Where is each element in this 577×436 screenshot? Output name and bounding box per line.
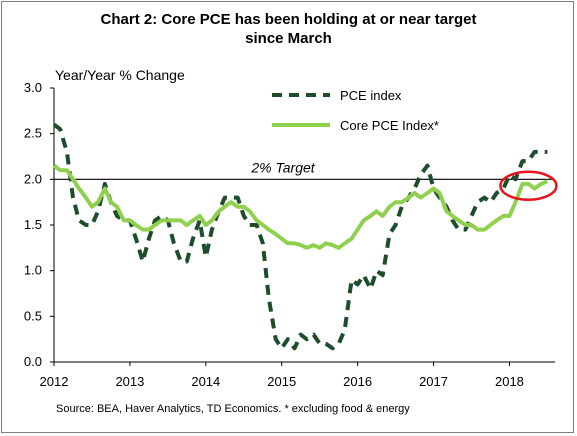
pce-data-point <box>91 224 94 227</box>
y-axis-label: Year/Year % Change <box>55 67 185 83</box>
pce-data-point <box>388 233 391 236</box>
pce-data-point <box>65 150 68 153</box>
highlight-ellipse <box>499 170 558 201</box>
legend-label-core-pce: Core PCE Index* <box>340 118 439 133</box>
x-tick-label: 2017 <box>419 374 448 389</box>
pce-data-point <box>362 274 365 277</box>
pce-data-point <box>267 297 270 300</box>
y-tick-label: 2.5 <box>24 126 42 141</box>
pce-data-point <box>540 150 543 153</box>
pce-data-point <box>229 196 232 199</box>
x-tick-label: 2016 <box>343 374 372 389</box>
y-tick-label: 3.0 <box>24 80 42 95</box>
x-tick-label: 2015 <box>267 374 296 389</box>
pce-data-point <box>343 329 346 332</box>
y-tick-label: 1.5 <box>24 217 42 232</box>
pce-data-point <box>141 260 144 263</box>
pce-series-line <box>52 122 548 351</box>
title-line-2: since March <box>245 30 332 47</box>
pce-data-point <box>489 201 492 204</box>
source-note: Source: BEA, Haver Analytics, TD Economi… <box>56 403 410 415</box>
x-tick-label: 2013 <box>115 374 144 389</box>
title-line-1: Chart 2: Core PCE has been holding at or… <box>100 11 477 28</box>
pce-data-point <box>179 260 182 263</box>
y-tick-label: 0.0 <box>24 354 42 369</box>
pce-data-point <box>204 256 207 259</box>
legend-label-pce: PCE index <box>340 88 402 103</box>
pce-data-point <box>369 287 372 290</box>
pce-data-point <box>527 160 530 163</box>
pce-data-point <box>457 228 460 231</box>
core-pce-series-line <box>52 164 549 250</box>
pce-data-point <box>97 210 100 213</box>
pce-data-point <box>419 173 422 176</box>
chart-title: Chart 2: Core PCE has been holding at or… <box>0 10 577 48</box>
target-label: 2% Target <box>250 159 315 175</box>
pce-data-point <box>280 347 283 350</box>
y-tick-label: 0.5 <box>24 308 42 323</box>
pce-data-point <box>160 214 163 217</box>
y-tick-label: 1.0 <box>24 263 42 278</box>
x-tick-label: 2012 <box>40 374 69 389</box>
x-tick-label: 2018 <box>495 374 524 389</box>
y-tick-label: 2.0 <box>24 171 42 186</box>
pce-data-point <box>413 187 416 190</box>
pce-data-point <box>350 278 353 281</box>
pce-data-point <box>476 201 479 204</box>
x-tick-label: 2014 <box>191 374 220 389</box>
